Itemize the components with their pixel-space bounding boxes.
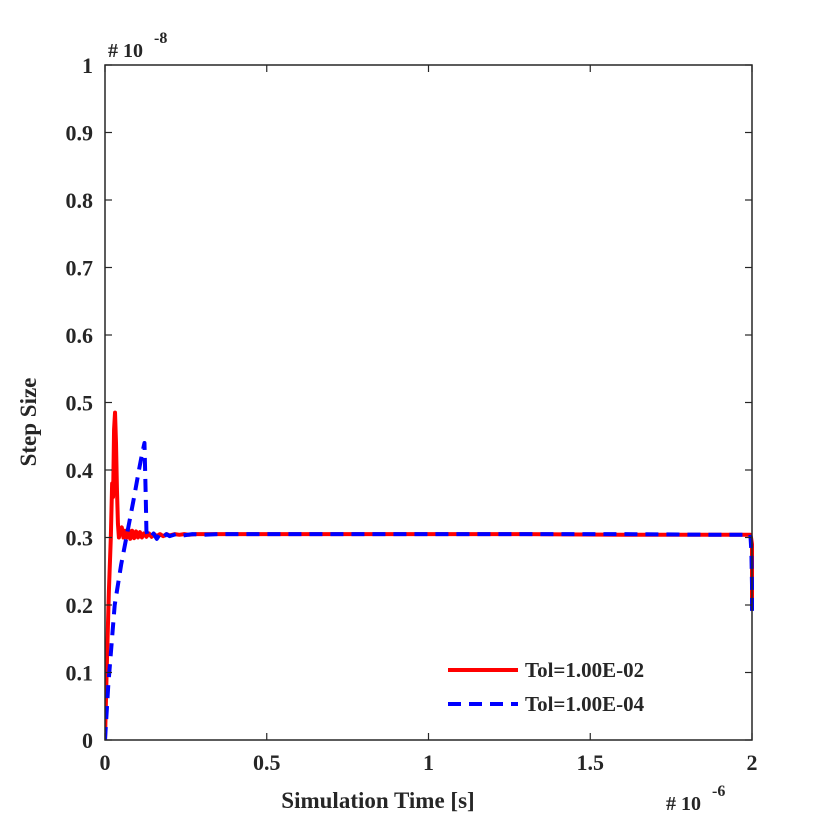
y-tick-label: 0.1 [66, 661, 94, 686]
series-layer [105, 410, 754, 741]
y-exponent-prefix: # 10 [108, 40, 143, 62]
y-exponent-power: -8 [154, 30, 167, 47]
series-line-2 [105, 441, 754, 741]
x-tick-label: 1.5 [577, 750, 605, 775]
x-exponent-prefix: # 10 [666, 793, 701, 815]
y-axis-title: Step Size [16, 378, 41, 467]
y-tick-label: 0.8 [66, 188, 94, 213]
y-tick-label: 0.9 [66, 121, 94, 146]
legend: Tol=1.00E-02 Tol=1.00E-04 [448, 658, 645, 716]
legend-label-2: Tol=1.00E-04 [525, 692, 645, 716]
x-tick-label: 2 [747, 750, 758, 775]
label-layer: Simulation Time [s] Step Size # 10 -8 # … [16, 30, 725, 815]
legend-label-1: Tol=1.00E-02 [525, 658, 644, 682]
y-tick-label: 0.3 [66, 526, 94, 551]
y-tick-label: 0.7 [66, 256, 94, 281]
x-exponent-label: # 10 -6 [666, 783, 725, 815]
x-tick-label: 0.5 [253, 750, 281, 775]
plot-frame [104, 64, 753, 741]
series-line-1 [105, 410, 754, 741]
y-tick-label: 0.2 [66, 593, 94, 618]
x-tick-label: 0 [100, 750, 111, 775]
x-tick-label: 1 [423, 750, 434, 775]
y-exponent-label: # 10 -8 [108, 30, 167, 62]
y-tick-label: 1 [82, 53, 93, 78]
y-tick-label: 0.5 [66, 391, 94, 416]
y-tick-label: 0.4 [66, 458, 94, 483]
y-tick-label: 0 [82, 728, 93, 753]
tick-layer: 0 0.5 1 1.5 2 0 0.1 0.2 0.3 0.4 0.5 0.6 0.7 0.8 0.9 1 [66, 53, 758, 775]
x-exponent-power: -6 [712, 783, 725, 800]
y-tick-label: 0.6 [66, 323, 94, 348]
x-axis-title: Simulation Time [s] [281, 788, 474, 813]
